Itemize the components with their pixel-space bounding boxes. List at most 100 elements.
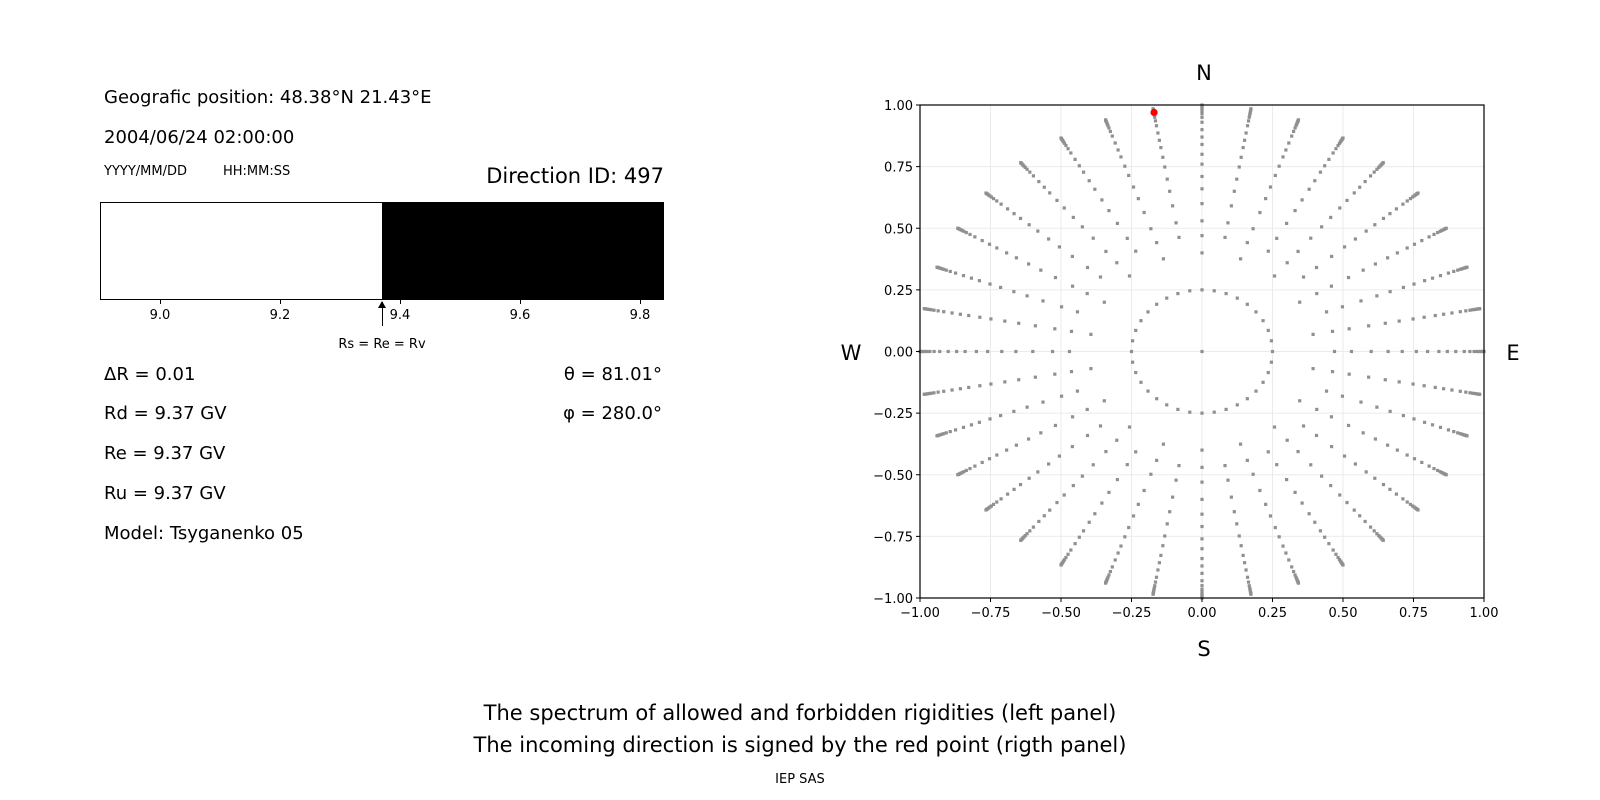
grey-point xyxy=(1232,189,1236,193)
grey-point xyxy=(1352,508,1356,512)
grey-point xyxy=(969,276,974,280)
grey-point xyxy=(1405,246,1409,250)
grey-point xyxy=(1200,234,1204,238)
grey-point xyxy=(1401,285,1405,290)
grey-point xyxy=(1445,349,1449,354)
grey-point xyxy=(1450,388,1454,392)
grey-point xyxy=(1438,229,1442,233)
x-tick-label: 1.00 xyxy=(1470,606,1499,621)
grey-point xyxy=(1345,198,1349,203)
grey-point xyxy=(944,431,948,435)
grey-point xyxy=(1154,575,1159,579)
grey-point xyxy=(1446,428,1451,432)
grey-point xyxy=(1273,525,1277,530)
grey-point xyxy=(1019,161,1023,165)
grey-point xyxy=(922,392,926,396)
grey-point xyxy=(1081,529,1086,533)
grey-point xyxy=(1249,592,1253,596)
y-tick-label: 0.50 xyxy=(884,222,913,237)
grey-point xyxy=(1422,420,1427,424)
grey-point xyxy=(1342,454,1347,458)
grey-point xyxy=(1125,463,1129,467)
grey-point xyxy=(1363,179,1367,184)
grey-point xyxy=(1163,534,1167,538)
grey-point xyxy=(1266,450,1270,454)
grey-point xyxy=(1136,502,1140,506)
grey-point xyxy=(1258,210,1262,215)
grey-point xyxy=(1383,321,1387,325)
grey-point xyxy=(999,413,1003,418)
grey-point xyxy=(968,466,972,471)
grey-point xyxy=(1027,437,1031,441)
grey-point xyxy=(1134,370,1138,375)
grey-point xyxy=(1012,487,1016,491)
grey-point xyxy=(999,497,1003,501)
grey-point xyxy=(1200,120,1204,124)
grey-point xyxy=(1275,236,1279,240)
grey-point xyxy=(958,312,962,316)
grey-point xyxy=(1212,410,1216,414)
grey-point xyxy=(1077,164,1081,168)
grey-point xyxy=(1033,375,1037,379)
grey-point xyxy=(1177,235,1181,240)
grey-point xyxy=(1358,185,1362,189)
rigidity-tick xyxy=(520,300,521,304)
grey-point xyxy=(1401,413,1405,418)
grey-point xyxy=(1149,227,1153,231)
grey-point xyxy=(1200,547,1204,551)
grey-point xyxy=(1104,249,1108,254)
grey-point xyxy=(1069,548,1073,552)
grey-point xyxy=(1456,431,1460,435)
grey-point xyxy=(1358,514,1362,518)
grey-point xyxy=(1200,187,1204,191)
grey-point xyxy=(977,420,982,424)
grey-point xyxy=(929,391,933,395)
grey-point xyxy=(1014,349,1018,354)
grey-point xyxy=(1069,151,1073,155)
grey-point xyxy=(1153,580,1158,584)
grey-point xyxy=(1478,392,1482,396)
grey-point xyxy=(1200,571,1204,575)
grey-point xyxy=(1018,216,1023,221)
grey-point xyxy=(1468,308,1472,312)
grey-point xyxy=(1003,380,1007,384)
grey-point xyxy=(1462,349,1466,354)
grey-point xyxy=(1103,118,1108,122)
grey-point xyxy=(1089,367,1093,371)
grey-point xyxy=(989,382,993,386)
grey-point xyxy=(1395,251,1399,255)
grey-point xyxy=(1411,382,1415,386)
direction-id: Direction ID: 497 xyxy=(486,164,664,188)
grey-point xyxy=(1102,300,1106,304)
grey-point xyxy=(1388,409,1392,413)
grey-point xyxy=(1277,535,1281,539)
rigidity-tick-label: 9.0 xyxy=(149,308,171,323)
grey-point xyxy=(1408,502,1413,507)
grey-point xyxy=(1450,311,1454,315)
arrow-head-icon xyxy=(378,301,386,308)
grey-point xyxy=(1247,115,1251,119)
grey-point xyxy=(1430,276,1435,280)
grey-point xyxy=(1091,463,1095,467)
grey-point xyxy=(1012,212,1016,216)
grey-point xyxy=(953,271,958,275)
grey-point xyxy=(986,349,990,354)
grey-point xyxy=(987,457,992,461)
grey-point xyxy=(1142,488,1146,493)
grey-point xyxy=(1017,378,1021,382)
grey-point xyxy=(1251,472,1255,476)
delta-r: ΔR = 0.01 xyxy=(104,364,196,385)
grey-point xyxy=(1188,289,1192,293)
grey-point xyxy=(929,308,933,312)
grey-point xyxy=(1161,442,1166,446)
grey-point xyxy=(1232,510,1236,514)
grey-point xyxy=(1307,512,1311,516)
grey-point xyxy=(1134,249,1138,253)
grey-point xyxy=(1432,466,1436,471)
grey-point xyxy=(1296,118,1301,122)
grey-point xyxy=(1005,448,1009,452)
grey-point xyxy=(1438,425,1443,429)
grey-point xyxy=(1059,305,1064,309)
grey-point xyxy=(1154,124,1159,128)
grey-point xyxy=(988,417,992,421)
